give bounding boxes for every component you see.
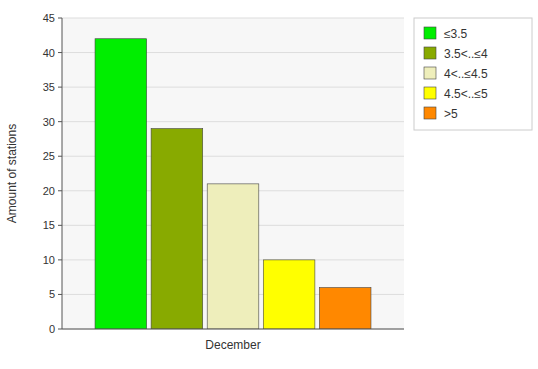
legend-label: 3.5<..≤4 xyxy=(444,47,488,61)
bar xyxy=(95,39,147,329)
y-tick xyxy=(58,190,62,191)
bar xyxy=(207,184,259,329)
legend-frame xyxy=(414,18,532,130)
y-tick xyxy=(58,87,62,88)
chart: 0 5 10 15 20 25 30 35 40 45 December Amount of stat… xyxy=(0,0,538,369)
grid-line xyxy=(62,18,404,19)
legend-swatch xyxy=(424,87,436,99)
y-tick-label: 10 xyxy=(43,254,55,266)
legend-label: 4<..≤4.5 xyxy=(444,67,488,81)
bar xyxy=(319,288,371,329)
legend-label: 4.5<..≤5 xyxy=(444,87,488,101)
y-tick-label: 45 xyxy=(43,12,55,24)
y-axis xyxy=(62,18,63,329)
y-tick-label: 15 xyxy=(43,219,55,231)
legend-swatch xyxy=(424,27,436,39)
y-tick-label: 5 xyxy=(49,288,55,300)
y-tick xyxy=(58,52,62,53)
legend-swatch xyxy=(424,107,436,119)
bars xyxy=(95,39,371,329)
y-axis-label: Amount of stations xyxy=(5,124,19,223)
y-tick-label: 40 xyxy=(43,47,55,59)
legend-swatch xyxy=(424,67,436,79)
y-tick xyxy=(58,225,62,226)
y-tick xyxy=(58,329,62,330)
y-tick xyxy=(58,121,62,122)
y-tick xyxy=(58,156,62,157)
grid-line xyxy=(62,329,404,330)
bar xyxy=(263,260,315,329)
y-tick xyxy=(58,294,62,295)
x-tick-label: December xyxy=(205,338,260,352)
y-tick-label: 35 xyxy=(43,81,55,93)
y-tick-label: 0 xyxy=(49,323,55,335)
legend-swatch xyxy=(424,47,436,59)
y-tick xyxy=(58,259,62,260)
bar xyxy=(151,129,203,329)
y-tick-label: 30 xyxy=(43,116,55,128)
legend-label: >5 xyxy=(444,107,458,121)
legend-label: ≤3.5 xyxy=(444,27,468,41)
legend: ≤3.5 3.5<..≤4 4<..≤4.5 4.5<..≤5 >5 xyxy=(414,18,532,130)
y-tick xyxy=(58,18,62,19)
x-axis xyxy=(62,329,404,330)
plot-background xyxy=(62,18,404,329)
y-tick-label: 20 xyxy=(43,185,55,197)
y-tick-label: 25 xyxy=(43,150,55,162)
